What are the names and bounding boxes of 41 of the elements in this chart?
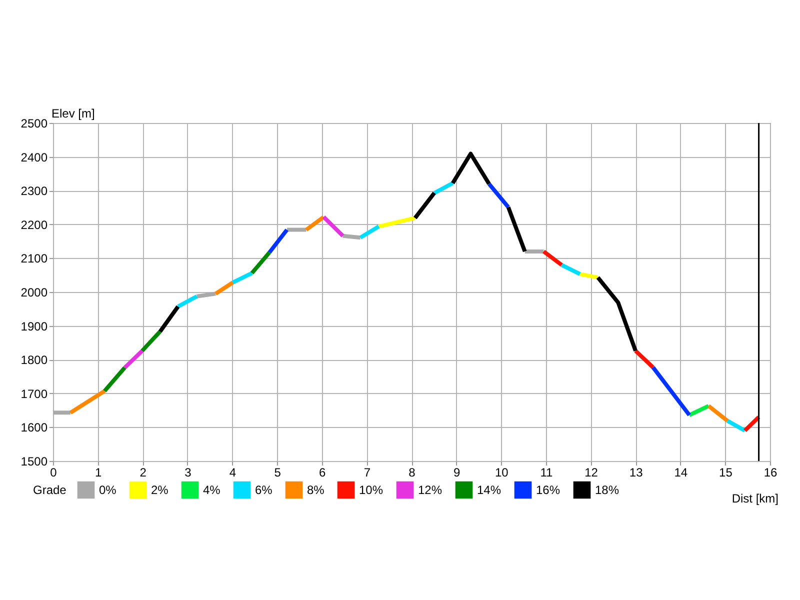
y-tick-label: 2100 — [20, 252, 48, 266]
y-axis-title: Elev [m] — [52, 106, 95, 120]
legend-title: Grade — [33, 483, 67, 497]
y-tick-label: 1900 — [20, 319, 48, 334]
y-tick-label: 2500 — [20, 116, 48, 130]
legend-label: 12% — [418, 483, 442, 497]
legend-label: 6% — [255, 483, 273, 497]
x-tick-label: 13 — [629, 466, 644, 480]
legend-label: 10% — [359, 483, 384, 497]
x-tick-label: 9 — [453, 466, 460, 480]
y-tick-label: 2300 — [20, 184, 48, 198]
x-axis-title: Dist [km] — [732, 492, 778, 506]
y-tick-label: 2200 — [20, 218, 48, 232]
x-tick-label: 12 — [584, 466, 598, 480]
x-tick-label: 11 — [540, 466, 553, 480]
x-tick-label: 15 — [719, 466, 733, 480]
x-tick-label: 5 — [274, 466, 282, 480]
y-tick-label: 1500 — [20, 454, 48, 468]
x-tick-label: 8 — [408, 466, 416, 480]
y-tick-label: 1700 — [20, 386, 48, 401]
legend-label: 2% — [151, 483, 169, 497]
x-tick-label: 7 — [364, 466, 371, 480]
legend-label: 16% — [536, 483, 560, 497]
y-tick-label: 1600 — [20, 420, 48, 435]
x-tick-label: 3 — [184, 466, 192, 480]
x-tick-label: 10 — [494, 466, 509, 480]
legend-label: 14% — [477, 483, 502, 497]
x-tick-label: 14 — [674, 466, 688, 480]
y-tick-label: 1800 — [20, 353, 48, 368]
x-tick-label: 4 — [229, 466, 236, 480]
y-tick-label: 2000 — [20, 286, 48, 300]
legend-label: 0% — [99, 483, 117, 497]
x-tick-label: 16 — [764, 466, 778, 480]
x-tick-label: 0 — [50, 466, 58, 480]
legend-label: 18% — [595, 483, 620, 497]
legend-label: 8% — [307, 483, 325, 497]
x-tick-label: 6 — [319, 466, 326, 480]
legend-label: 4% — [203, 483, 221, 497]
x-tick-label: 2 — [140, 466, 147, 480]
y-tick-label: 2400 — [20, 150, 48, 164]
x-tick-label: 1 — [94, 466, 102, 480]
